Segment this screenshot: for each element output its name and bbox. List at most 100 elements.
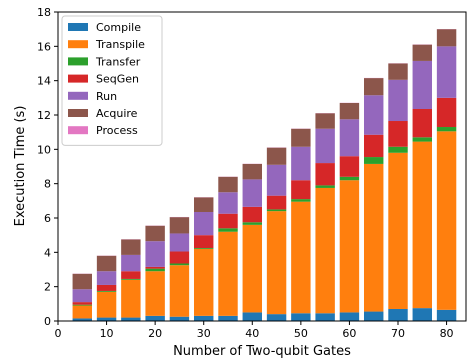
bar-compile-35 bbox=[218, 315, 238, 321]
bar-seqgen-60 bbox=[339, 156, 360, 177]
bar-transpile-45 bbox=[266, 211, 287, 315]
legend-label-transfer: Transfer bbox=[95, 55, 141, 68]
bar-seqgen-45 bbox=[266, 195, 287, 210]
x-tick-label-80: 80 bbox=[440, 327, 454, 340]
bar-seqgen-65 bbox=[364, 134, 384, 158]
bar-transpile-30 bbox=[194, 248, 214, 316]
legend-swatch-transpile bbox=[68, 40, 88, 49]
bars-layer bbox=[72, 29, 457, 322]
bar-seqgen-30 bbox=[194, 235, 214, 249]
legend-label-seqgen: SeqGen bbox=[96, 73, 139, 86]
bar-seqgen-70 bbox=[388, 121, 408, 147]
bar-acquire-5 bbox=[72, 273, 92, 290]
bar-transpile-20 bbox=[145, 271, 165, 316]
bar-acquire-25 bbox=[169, 217, 190, 234]
bar-run-75 bbox=[412, 60, 432, 109]
y-tick-label-16: 16 bbox=[37, 40, 51, 53]
bar-seqgen-10 bbox=[96, 284, 117, 291]
bar-run-30 bbox=[194, 211, 214, 236]
bar-transfer-60 bbox=[339, 176, 360, 181]
legend-swatch-run bbox=[68, 91, 88, 100]
bar-transpile-65 bbox=[364, 163, 384, 312]
bar-seqgen-25 bbox=[169, 251, 190, 264]
bar-transfer-40 bbox=[242, 222, 262, 225]
bar-seqgen-15 bbox=[121, 271, 141, 279]
bar-run-50 bbox=[291, 146, 311, 181]
bar-compile-50 bbox=[291, 313, 311, 321]
bar-transfer-30 bbox=[194, 248, 214, 249]
bar-run-20 bbox=[145, 241, 165, 267]
y-tick-label-14: 14 bbox=[37, 75, 51, 88]
bar-transfer-35 bbox=[218, 228, 238, 232]
bar-seqgen-5 bbox=[72, 302, 92, 305]
bar-acquire-50 bbox=[291, 128, 311, 147]
x-tick-label-20: 20 bbox=[148, 327, 162, 340]
x-tick-label-50: 50 bbox=[294, 327, 308, 340]
bar-run-55 bbox=[315, 128, 335, 164]
bar-run-35 bbox=[218, 192, 238, 214]
bar-transfer-25 bbox=[169, 263, 190, 266]
bar-compile-80 bbox=[436, 309, 457, 321]
legend-label-process: Process bbox=[96, 124, 138, 137]
bar-run-25 bbox=[169, 233, 190, 252]
bar-compile-65 bbox=[364, 311, 384, 321]
bar-seqgen-40 bbox=[242, 206, 262, 223]
bar-seqgen-35 bbox=[218, 213, 238, 229]
bar-transpile-60 bbox=[339, 180, 360, 313]
bar-transpile-5 bbox=[72, 305, 92, 319]
bar-compile-60 bbox=[339, 312, 360, 321]
legend: Compile Transpile Transfer SeqGen Run Acquire… bbox=[61, 15, 163, 146]
bar-compile-70 bbox=[388, 308, 408, 321]
bar-transpile-35 bbox=[218, 231, 238, 316]
bar-run-40 bbox=[242, 179, 262, 207]
x-axis-label: Number of Two-qubit Gates bbox=[173, 344, 351, 359]
bar-transpile-75 bbox=[412, 141, 432, 309]
y-tick-label-18: 18 bbox=[37, 6, 51, 19]
legend-label-acquire: Acquire bbox=[96, 107, 138, 120]
bar-run-45 bbox=[266, 164, 287, 196]
bar-transpile-40 bbox=[242, 224, 262, 313]
bar-seqgen-75 bbox=[412, 108, 432, 138]
x-tick-label-70: 70 bbox=[391, 327, 405, 340]
bar-acquire-15 bbox=[121, 239, 141, 255]
bar-compile-20 bbox=[145, 315, 165, 321]
bar-seqgen-80 bbox=[436, 97, 457, 128]
bar-acquire-65 bbox=[364, 78, 384, 96]
bar-compile-75 bbox=[412, 308, 432, 322]
y-tick-label-2: 2 bbox=[44, 281, 51, 294]
bar-transfer-10 bbox=[96, 290, 117, 292]
bar-acquire-10 bbox=[96, 255, 117, 272]
bar-transfer-50 bbox=[291, 199, 311, 202]
bar-acquire-70 bbox=[388, 63, 408, 80]
bar-transfer-45 bbox=[266, 209, 287, 212]
bar-acquire-40 bbox=[242, 163, 262, 180]
bar-run-15 bbox=[121, 254, 141, 272]
bar-transfer-15 bbox=[121, 278, 141, 280]
legend-label-run: Run bbox=[96, 90, 117, 103]
legend-swatch-seqgen bbox=[68, 74, 88, 83]
bar-transfer-75 bbox=[412, 137, 432, 142]
bar-seqgen-20 bbox=[145, 266, 165, 269]
bar-seqgen-50 bbox=[291, 180, 311, 200]
bar-compile-40 bbox=[242, 312, 262, 321]
bar-run-10 bbox=[96, 271, 117, 285]
bar-transpile-70 bbox=[388, 152, 408, 309]
bar-compile-25 bbox=[169, 316, 190, 321]
legend-swatch-process bbox=[68, 126, 88, 135]
bar-transpile-15 bbox=[121, 279, 141, 318]
ticks-layer: 0 10 20 30 40 50 60 70 80 0 2 4 6 8 10 12 14 16 18 bbox=[37, 6, 454, 340]
bar-run-70 bbox=[388, 79, 408, 122]
bar-acquire-75 bbox=[412, 44, 432, 61]
bar-run-80 bbox=[436, 46, 457, 98]
bar-transfer-65 bbox=[364, 157, 384, 164]
bar-acquire-30 bbox=[194, 197, 214, 212]
bar-transfer-20 bbox=[145, 268, 165, 272]
bar-compile-15 bbox=[121, 317, 141, 321]
bar-acquire-80 bbox=[436, 29, 457, 47]
bar-seqgen-55 bbox=[315, 163, 335, 186]
bar-transpile-50 bbox=[291, 201, 311, 314]
x-tick-label-10: 10 bbox=[100, 327, 114, 340]
y-tick-label-6: 6 bbox=[44, 212, 51, 225]
legend-label-compile: Compile bbox=[96, 21, 141, 34]
y-tick-label-4: 4 bbox=[44, 246, 51, 259]
